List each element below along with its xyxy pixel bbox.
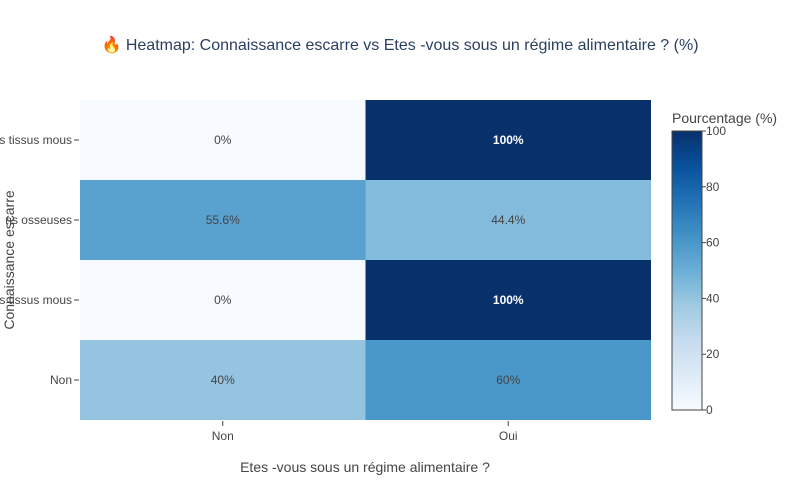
y-axis-title: Connaissance escarre — [1, 190, 17, 330]
colorbar-ticks: 0 20 40 60 80 100 — [702, 124, 726, 417]
heatmap-cell — [80, 100, 366, 180]
cell-value-label: 0% — [214, 293, 232, 307]
heatmap-cell — [80, 340, 366, 420]
y-tick-label: Non — [50, 373, 72, 387]
cell-value-label: 100% — [493, 133, 524, 147]
colorbar-title: Pourcentage (%) — [672, 110, 777, 126]
colorbar-gradient — [671, 130, 703, 411]
colorbar-tick-label: 80 — [706, 180, 720, 194]
colorbar-tick-label: 100 — [706, 124, 726, 138]
colorbar-tick-label: 0 — [706, 403, 713, 417]
heatmap-cell — [365, 100, 651, 180]
y-tick-label: ns osseuses — [5, 213, 72, 227]
x-tick-label: Oui — [499, 429, 518, 443]
heatmap-cell — [365, 340, 651, 420]
heatmap-cell — [365, 260, 651, 340]
y-axis-tick-labels: s tissus mous ns osseuses s tissus mous Non — [0, 133, 79, 387]
x-axis-tick-labels: Non Oui — [212, 421, 518, 443]
colorbar-tick-label: 40 — [706, 291, 720, 305]
x-axis-title: Etes -vous sous un régime alimentaire ? — [240, 459, 490, 475]
heatmap-cell — [80, 180, 366, 260]
heatmap-cell — [365, 180, 651, 260]
cell-value-label: 60% — [496, 373, 520, 387]
cell-value-label: 100% — [493, 293, 524, 307]
heatmap-cell — [80, 260, 366, 340]
colorbar: Pourcentage (%) 0 20 40 60 80 100 — [671, 110, 777, 417]
y-tick-label: s tissus mous — [0, 133, 72, 147]
cell-value-label: 40% — [211, 373, 235, 387]
y-tick-label: s tissus mous — [0, 293, 72, 307]
cell-value-label: 44.4% — [491, 213, 525, 227]
colorbar-tick-label: 20 — [706, 347, 720, 361]
colorbar-tick-label: 60 — [706, 236, 720, 250]
cell-value-label: 55.6% — [206, 213, 240, 227]
heatmap-cells: 0% 100% 55.6% 44.4% 0% 100% 40% 60% — [80, 100, 651, 420]
cell-value-label: 0% — [214, 133, 232, 147]
x-tick-label: Non — [212, 429, 234, 443]
chart-title: 🔥 Heatmap: Connaissance escarre vs Etes … — [101, 35, 698, 54]
